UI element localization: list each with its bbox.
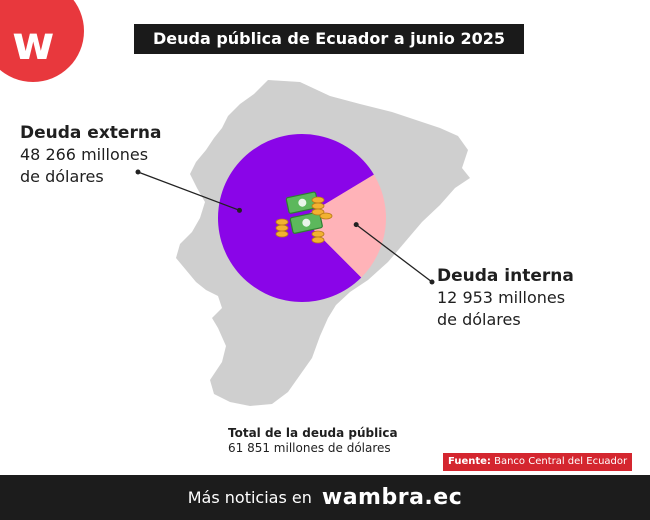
label-deuda-externa-head: Deuda externa [20, 123, 162, 143]
wambra-logo: w [0, 0, 84, 82]
source-badge: Fuente: Banco Central del Ecuador [443, 453, 633, 471]
leader-line-deuda-interna [355, 224, 433, 283]
source-text: Banco Central del Ecuador [490, 456, 628, 467]
source-label: Fuente: [448, 456, 491, 467]
label-deuda-interna-head: Deuda interna [437, 266, 574, 286]
footer-site-link[interactable]: wambra.ec [321, 485, 463, 510]
label-deuda-externa-line1: 48 266 millones [20, 145, 149, 164]
leader-lines [135, 169, 435, 285]
leader-line-deuda-interna-dot-0 [429, 279, 435, 285]
label-deuda-externa: Deuda externa 48 266 millones de dólares [20, 122, 161, 188]
label-deuda-externa-line2: de dólares [20, 167, 104, 186]
label-deuda-interna: Deuda interna 12 953 millones de dólares [437, 265, 574, 331]
wambra-logo-letter: w [12, 16, 54, 70]
footer-more-news: Más noticias en [187, 488, 312, 507]
pie-slice-deuda-interna [302, 174, 386, 278]
footer-bar: Más noticias en wambra.ec [0, 475, 650, 520]
total-debt-value: 61 851 millones de dólares [228, 441, 391, 455]
label-deuda-interna-line1: 12 953 millones [437, 288, 566, 307]
label-deuda-interna-line2: de dólares [437, 310, 521, 329]
leader-line-deuda-externa-dot-0 [135, 169, 141, 175]
total-debt: Total de la deuda pública 61 851 millone… [228, 426, 398, 456]
leader-line-deuda-interna-dot-1 [353, 222, 359, 228]
money-coins-icon [275, 191, 333, 244]
total-debt-label: Total de la deuda pública [228, 426, 398, 440]
leader-line-deuda-externa-dot-1 [236, 207, 242, 213]
page-title: Deuda pública de Ecuador a junio 2025 [134, 24, 524, 54]
leader-line-deuda-externa [137, 171, 240, 211]
